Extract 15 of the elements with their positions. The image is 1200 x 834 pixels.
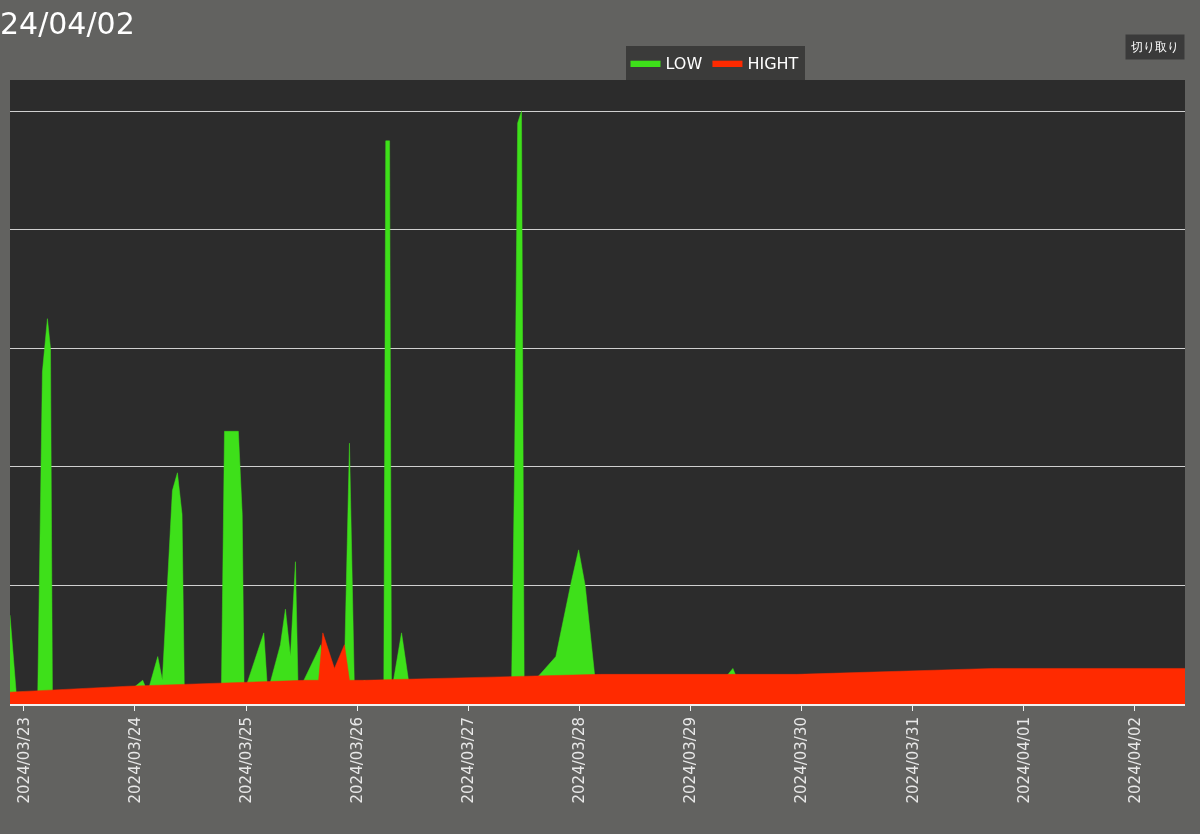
- x-tick-label: 2024/03/31: [903, 717, 922, 804]
- legend-label: HIGHT: [747, 54, 799, 74]
- x-tick-label: 2024/03/28: [570, 717, 589, 804]
- chart-title: 24/04/02: [0, 5, 135, 41]
- x-tick-label: 2024/03/29: [681, 717, 700, 804]
- x-tick-label: 2024/03/24: [125, 717, 144, 804]
- x-tick-label: 2024/04/02: [1125, 717, 1144, 804]
- x-tick-label: 2024/04/01: [1014, 717, 1033, 804]
- x-tick-label: 2024/03/27: [459, 717, 478, 804]
- x-tick-label: 2024/03/25: [236, 717, 255, 804]
- x-tick-label: 2024/03/30: [792, 717, 811, 804]
- x-tick-label: 2024/03/26: [348, 717, 367, 804]
- x-tick-label: 2024/03/23: [14, 717, 33, 804]
- text: 切り取り: [1131, 40, 1179, 54]
- legend-label: LOW: [665, 54, 703, 74]
